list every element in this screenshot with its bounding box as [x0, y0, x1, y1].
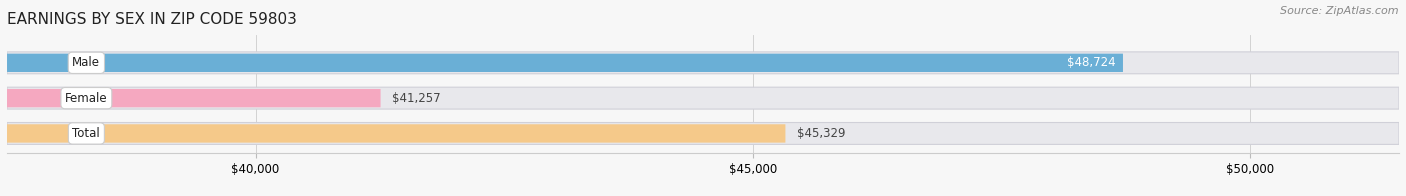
Text: $45,329: $45,329 [797, 127, 845, 140]
FancyBboxPatch shape [7, 124, 786, 143]
Text: Total: Total [73, 127, 100, 140]
FancyBboxPatch shape [7, 87, 1399, 109]
FancyBboxPatch shape [7, 54, 1123, 72]
Text: $48,724: $48,724 [1067, 56, 1116, 69]
FancyBboxPatch shape [7, 89, 381, 107]
Text: Female: Female [65, 92, 108, 105]
Text: Male: Male [72, 56, 100, 69]
FancyBboxPatch shape [7, 52, 1399, 74]
Text: EARNINGS BY SEX IN ZIP CODE 59803: EARNINGS BY SEX IN ZIP CODE 59803 [7, 12, 297, 27]
Text: Source: ZipAtlas.com: Source: ZipAtlas.com [1281, 6, 1399, 16]
Text: $41,257: $41,257 [392, 92, 440, 105]
FancyBboxPatch shape [7, 122, 1399, 144]
